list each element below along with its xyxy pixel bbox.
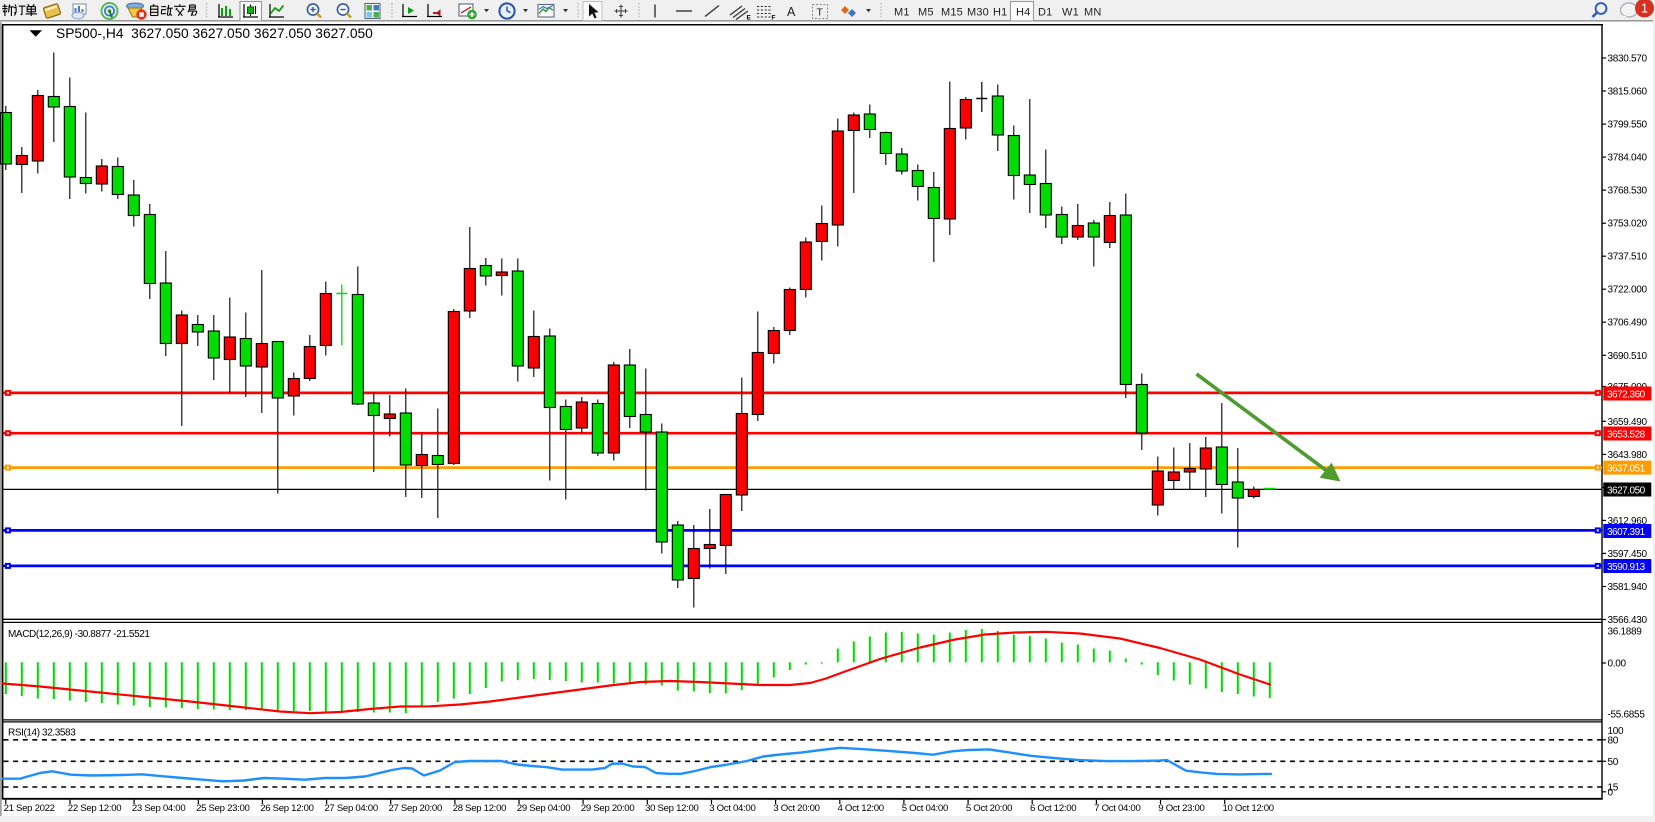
svg-text:H1: H1 (993, 6, 1007, 18)
svg-text:25 Sep 23:00: 25 Sep 23:00 (196, 803, 249, 814)
svg-text:6 Oct 12:00: 6 Oct 12:00 (1030, 803, 1076, 814)
svg-text:3672.360: 3672.360 (1607, 389, 1646, 400)
svg-text:-55.6855: -55.6855 (1608, 710, 1646, 721)
svg-text:3706.490: 3706.490 (1608, 318, 1648, 329)
svg-text:21 Sep 2022: 21 Sep 2022 (4, 803, 55, 814)
svg-text:1: 1 (1641, 1, 1648, 16)
svg-text:M5: M5 (918, 6, 934, 18)
svg-text:SP500-,H4 3627.050 3627.050 3: SP500-,H4 3627.050 3627.050 3627.050 362… (56, 26, 373, 41)
svg-text:3722.000: 3722.000 (1608, 285, 1648, 296)
svg-text:80: 80 (1608, 735, 1619, 746)
svg-text:3815.060: 3815.060 (1608, 87, 1648, 98)
svg-text:22 Sep 12:00: 22 Sep 12:00 (68, 803, 121, 814)
svg-text:4 Oct 12:00: 4 Oct 12:00 (838, 803, 884, 814)
svg-text:E: E (747, 15, 752, 22)
svg-text:3784.040: 3784.040 (1608, 153, 1648, 164)
svg-text:3830.570: 3830.570 (1608, 54, 1648, 65)
svg-text:28 Sep 12:00: 28 Sep 12:00 (453, 803, 506, 814)
svg-text:3653.528: 3653.528 (1607, 429, 1646, 440)
svg-text:3597.450: 3597.450 (1608, 549, 1648, 560)
svg-text:7 Oct 04:00: 7 Oct 04:00 (1094, 803, 1140, 814)
svg-text:M15: M15 (941, 6, 963, 18)
svg-text:MN: MN (1084, 6, 1102, 18)
svg-text:3 Oct 20:00: 3 Oct 20:00 (773, 803, 819, 814)
svg-text:27 Sep 20:00: 27 Sep 20:00 (389, 803, 442, 814)
svg-text:T: T (817, 7, 824, 19)
svg-text:M1: M1 (894, 6, 910, 18)
svg-text:3737.510: 3737.510 (1608, 252, 1648, 263)
svg-text:29 Sep 20:00: 29 Sep 20:00 (581, 803, 634, 814)
svg-text:36.1889: 36.1889 (1608, 627, 1643, 638)
svg-text:0: 0 (1608, 787, 1614, 798)
svg-text:5 Oct 20:00: 5 Oct 20:00 (966, 803, 1012, 814)
svg-text:3566.430: 3566.430 (1608, 615, 1648, 626)
svg-text:W1: W1 (1062, 6, 1079, 18)
svg-text:F: F (772, 15, 776, 22)
svg-text:15: 15 (1608, 783, 1619, 794)
svg-text:3799.550: 3799.550 (1608, 120, 1648, 131)
svg-text:27 Sep 04:00: 27 Sep 04:00 (324, 803, 377, 814)
svg-text:9 Oct 23:00: 9 Oct 23:00 (1158, 803, 1204, 814)
svg-text:100: 100 (1608, 726, 1625, 737)
svg-text:5 Oct 04:00: 5 Oct 04:00 (902, 803, 948, 814)
svg-text:D1: D1 (1038, 6, 1052, 18)
svg-text:26 Sep 12:00: 26 Sep 12:00 (260, 803, 313, 814)
svg-text:H4: H4 (1016, 6, 1030, 18)
svg-text:RSI(14) 32.3583: RSI(14) 32.3583 (8, 728, 76, 739)
svg-text:0.00: 0.00 (1608, 659, 1627, 670)
svg-text:3612.960: 3612.960 (1608, 516, 1648, 527)
svg-text:A: A (787, 5, 796, 19)
svg-text:50: 50 (1608, 757, 1619, 768)
svg-text:29 Sep 04:00: 29 Sep 04:00 (517, 803, 570, 814)
svg-text:3 Oct 04:00: 3 Oct 04:00 (709, 803, 755, 814)
svg-text:30 Sep 12:00: 30 Sep 12:00 (645, 803, 698, 814)
svg-text:3627.050: 3627.050 (1607, 485, 1646, 496)
svg-text:23 Sep 04:00: 23 Sep 04:00 (132, 803, 185, 814)
svg-text:10 Oct 12:00: 10 Oct 12:00 (1223, 803, 1274, 814)
svg-text:MACD(12,26,9) -30.8877 -21.552: MACD(12,26,9) -30.8877 -21.5521 (8, 629, 150, 640)
svg-text:3690.510: 3690.510 (1608, 351, 1648, 362)
svg-text:M30: M30 (967, 6, 989, 18)
svg-text:3753.020: 3753.020 (1608, 219, 1648, 230)
svg-text:3581.940: 3581.940 (1608, 582, 1648, 593)
svg-text:3637.051: 3637.051 (1607, 463, 1646, 474)
svg-text:3643.980: 3643.980 (1608, 450, 1648, 461)
svg-text:3659.490: 3659.490 (1608, 417, 1648, 428)
svg-text:3607.391: 3607.391 (1607, 527, 1646, 538)
svg-text:3768.530: 3768.530 (1608, 186, 1648, 197)
svg-text:3590.913: 3590.913 (1607, 562, 1646, 573)
